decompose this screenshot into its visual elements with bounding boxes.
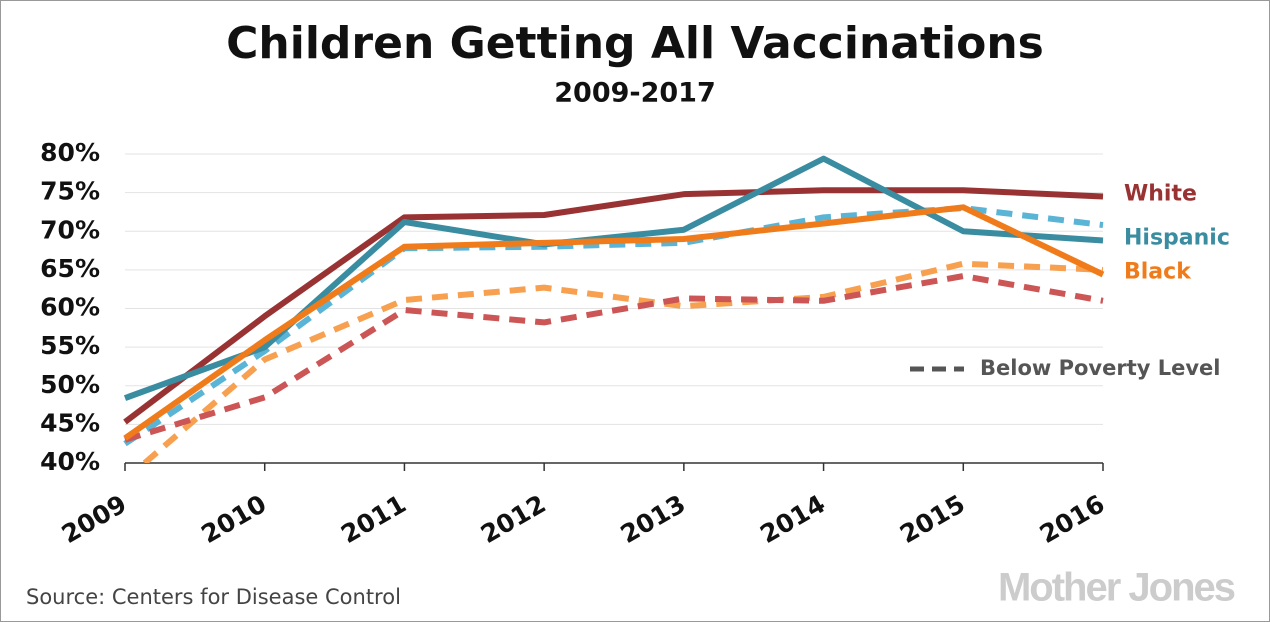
series-line: [123, 204, 1105, 441]
poverty-line: [140, 260, 1104, 463]
y-tick-label: 55%: [40, 331, 100, 360]
plot: [123, 155, 1105, 463]
poverty-line: [124, 273, 1104, 443]
legend-label: Below Poverty Level: [980, 356, 1221, 380]
source: Source: Centers for Disease Control: [26, 585, 401, 609]
y-tick-label: 60%: [40, 293, 100, 322]
y-tick-label: 80%: [40, 138, 100, 167]
series-line: [123, 187, 1104, 425]
y-tick-label: 40%: [40, 447, 100, 476]
y-tick-label: 45%: [40, 408, 100, 437]
poverty-line: [123, 205, 1104, 447]
series-label: White: [1124, 181, 1197, 206]
chart-title: Children Getting All Vaccinations: [226, 18, 1044, 69]
chart-subtitle: 2009-2017: [554, 78, 716, 109]
y-tick-label: 75%: [40, 177, 100, 206]
logo: Mother Jones: [998, 566, 1235, 610]
series-label: Black: [1124, 260, 1192, 285]
y-tick-label: 65%: [40, 254, 100, 283]
y-tick-label: 50%: [40, 370, 100, 399]
series-label: Hispanic: [1124, 226, 1230, 251]
y-tick-label: 70%: [40, 215, 100, 244]
